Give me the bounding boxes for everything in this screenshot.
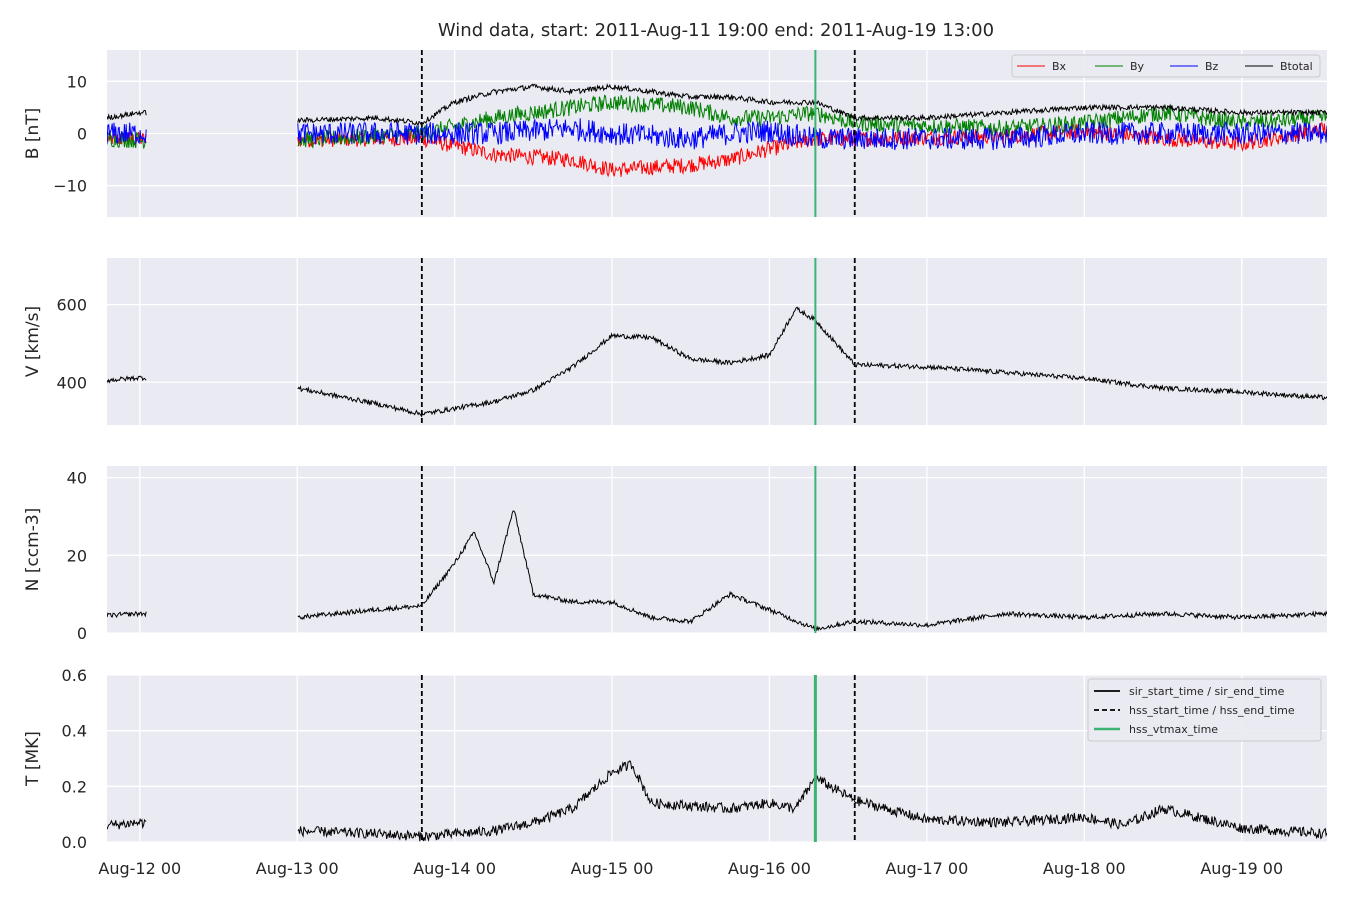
panel-V-series-V [107, 306, 1327, 418]
panel-T-ytick-label-3: 0.6 [62, 666, 87, 685]
legend-t-box [1087, 678, 1322, 742]
legend-t-label-0: sir_start_time / sir_end_time [1129, 685, 1285, 698]
x-tick-label-0: Aug-12 00 [98, 859, 181, 878]
panel-N-background [107, 466, 1327, 633]
legend-b-label-By: By [1130, 60, 1145, 73]
x-tick-label-7: Aug-19 00 [1200, 859, 1283, 878]
x-tick-label-1: Aug-13 00 [256, 859, 339, 878]
x-tick-label-4: Aug-16 00 [728, 859, 811, 878]
panel-V-ytick-label-0: 400 [56, 373, 87, 392]
legend-b-label-Btotal: Btotal [1280, 60, 1313, 73]
panel-B-ytick-label-2: 10 [67, 72, 87, 91]
panel-B-ylabel: B [nT] [23, 108, 43, 160]
x-tick-label-5: Aug-17 00 [885, 859, 968, 878]
panel-B-ytick-label-1: 0 [77, 125, 87, 144]
x-axis-ticks: Aug-12 00 Aug-13 00 Aug-14 00 Aug-15 00 Aug-… [98, 859, 1283, 878]
panel-N-series-N [107, 510, 1327, 632]
panel-B-series-Btotal [107, 83, 1327, 126]
x-tick-label-6: Aug-18 00 [1043, 859, 1126, 878]
panel-N-ylabel: N [ccm-3] [23, 508, 43, 592]
legend-t-label-2: hss_vtmax_time [1129, 723, 1218, 736]
legend-b-label-Bx: Bx [1052, 60, 1067, 73]
legend-b-label-Bz: Bz [1205, 60, 1219, 73]
panel-V-background [107, 258, 1327, 425]
panel-B-series-Bz [107, 118, 1327, 151]
x-tick-label-2: Aug-14 00 [413, 859, 496, 878]
panel-V: 400 600 V [km/s] [23, 258, 1327, 425]
panel-T-series-T [107, 759, 1327, 842]
panel-N-ytick-label-1: 20 [67, 546, 87, 565]
panel-T: 0.0 0.2 0.4 0.6 T [MK] sir_start_time / sir_e… [23, 666, 1327, 852]
legend-t-label-1: hss_start_time / hss_end_time [1129, 704, 1295, 717]
panel-N-ytick-label-2: 40 [67, 469, 87, 488]
panel-T-ylabel: T [MK] [23, 731, 43, 787]
x-tick-label-3: Aug-15 00 [571, 859, 654, 878]
panel-V-ylabel: V [km/s] [23, 306, 43, 377]
panel-N: 0 20 40 N [ccm-3] [23, 466, 1327, 643]
panel-N-ytick-label-0: 0 [77, 624, 87, 643]
legend-t: sir_start_time / sir_end_time hss_start_t… [1087, 678, 1322, 742]
panel-B-ytick-label-0: −10 [53, 177, 87, 196]
legend-b: Bx By Bz Btotal [1011, 54, 1321, 78]
panel-V-ytick-label-1: 600 [56, 296, 87, 315]
panel-T-ytick-label-2: 0.4 [62, 722, 87, 741]
panel-B: −10 0 10 B [nT] Bx By Bz Btotal [23, 50, 1327, 217]
panel-T-ytick-label-0: 0.0 [62, 833, 87, 852]
panels: −10 0 10 B [nT] Bx By Bz Btotal 400 600 V [km/s] 0 2… [23, 50, 1327, 852]
legend-b-box [1011, 54, 1321, 78]
panel-T-ytick-label-1: 0.2 [62, 777, 87, 796]
chart-title: Wind data, start: 2011-Aug-11 19:00 end:… [438, 20, 994, 41]
